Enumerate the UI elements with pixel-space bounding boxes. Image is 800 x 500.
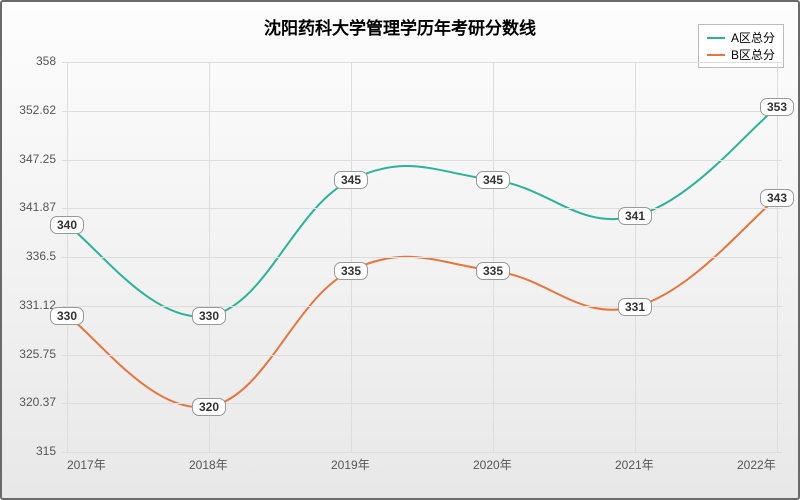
y-tick-label: 358 (12, 54, 56, 68)
grid-line (62, 403, 782, 404)
data-label: 340 (50, 216, 84, 234)
legend-swatch-a (707, 37, 725, 39)
x-tick-label: 2022年 (737, 456, 776, 473)
x-tick-label: 2018年 (189, 456, 228, 473)
y-tick-label: 336.5 (12, 249, 56, 263)
y-tick-label: 347.25 (12, 152, 56, 166)
y-tick-label: 325.75 (12, 347, 56, 361)
legend-label-a: A区总分 (731, 29, 775, 46)
legend-item-b: B区总分 (707, 46, 775, 63)
data-label: 335 (476, 262, 510, 280)
data-label: 330 (50, 307, 84, 325)
grid-line (493, 62, 494, 452)
x-tick-label: 2021年 (615, 456, 654, 473)
x-tick-label: 2019年 (331, 456, 370, 473)
grid-line (209, 62, 210, 452)
grid-line (62, 306, 782, 307)
grid-line (62, 208, 782, 209)
chart-container: 沈阳药科大学管理学历年考研分数线 A区总分 B区总分 315320.37325.… (0, 0, 800, 500)
x-tick-label: 2020年 (473, 456, 512, 473)
series-line (67, 107, 777, 316)
plot-svg (62, 62, 782, 472)
data-label: 343 (760, 189, 794, 207)
data-label: 345 (334, 171, 368, 189)
x-tick-label: 2017年 (67, 456, 106, 473)
grid-line (62, 160, 782, 161)
grid-line (635, 62, 636, 452)
data-label: 330 (192, 307, 226, 325)
data-label: 331 (618, 298, 652, 316)
legend-item-a: A区总分 (707, 29, 775, 46)
y-tick-label: 320.37 (12, 395, 56, 409)
grid-line (62, 257, 782, 258)
data-label: 353 (760, 98, 794, 116)
legend-swatch-b (707, 54, 725, 56)
data-label: 335 (334, 262, 368, 280)
grid-line (62, 111, 782, 112)
y-tick-label: 341.87 (12, 200, 56, 214)
grid-line (67, 62, 68, 452)
grid-line (62, 62, 782, 63)
data-label: 345 (476, 171, 510, 189)
data-label: 341 (618, 207, 652, 225)
legend-label-b: B区总分 (731, 46, 775, 63)
data-label: 320 (192, 398, 226, 416)
grid-line (777, 62, 778, 452)
y-tick-label: 315 (12, 444, 56, 458)
grid-line (62, 355, 782, 356)
plot-area: 315320.37325.75331.12336.5341.87347.2535… (62, 62, 782, 472)
chart-title: 沈阳药科大学管理学历年考研分数线 (2, 14, 798, 39)
grid-line (351, 62, 352, 452)
grid-line (62, 452, 782, 453)
y-tick-label: 352.62 (12, 103, 56, 117)
series-line (67, 198, 777, 407)
y-tick-label: 331.12 (12, 298, 56, 312)
